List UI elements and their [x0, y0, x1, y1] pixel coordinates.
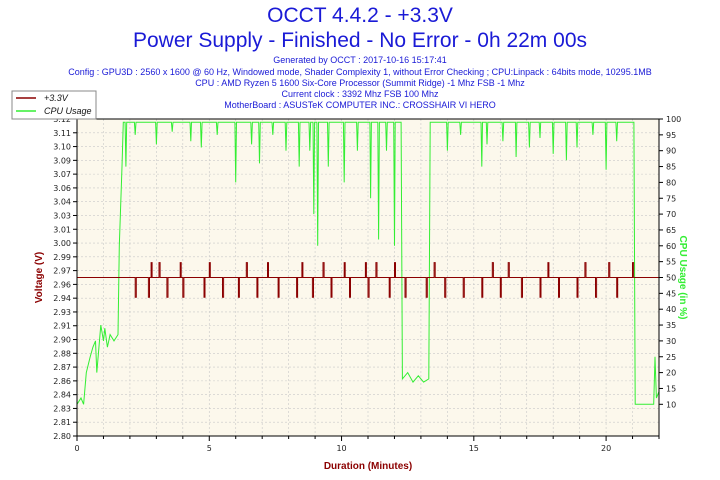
y-tick-label: 2.88 [53, 349, 71, 358]
y2-tick-label: 55 [666, 258, 676, 267]
y2-tick-label: 95 [666, 131, 676, 140]
plot-frame [76, 118, 660, 437]
y2-axis-ticks: 10 15 20 25 30 35 40 45 50 55 60 65 70 75 80 85 90 95 100 [659, 115, 681, 409]
y2-tick-label: 85 [666, 163, 676, 172]
y-tick-label: 2.84 [53, 391, 71, 400]
y2-tick-label: 40 [666, 305, 676, 314]
y-tick-label: 3.06 [53, 184, 71, 193]
y2-tick-label: 25 [666, 353, 676, 362]
y-tick-label: 2.80 [53, 432, 71, 441]
x-tick-label: 5 [207, 444, 212, 453]
y-tick-label: 3.04 [53, 198, 71, 207]
y-tick-label: 2.99 [53, 253, 71, 262]
y2-tick-label: 30 [666, 337, 676, 346]
legend-box [11, 90, 97, 120]
config-info: Config : GPU3D : 2560 x 1600 @ 60 Hz, Wi… [68, 67, 652, 77]
legend: +3.3V CPU Usage [11, 90, 97, 120]
y-tick-label: 3.07 [53, 170, 71, 179]
y2-tick-label: 20 [666, 369, 676, 378]
y-tick-label: 2.94 [53, 294, 71, 303]
chart-title: OCCT 4.4.2 - +3.3V [267, 4, 453, 27]
y2-tick-label: 75 [666, 194, 676, 203]
chart-subtitle: Power Supply - Finished - No Error - 0h … [132, 29, 587, 52]
y2-tick-label: 65 [666, 226, 676, 235]
x-tick-label: 15 [469, 444, 479, 453]
y-tick-label: 2.86 [53, 377, 71, 386]
motherboard-info: MotherBoard : ASUSTeK COMPUTER INC.: CRO… [224, 100, 496, 110]
y-tick-label: 2.83 [53, 404, 71, 413]
y2-tick-label: 15 [666, 384, 676, 393]
y-tick-label: 3.00 [53, 239, 71, 248]
y2-tick-label: 90 [666, 147, 676, 156]
y2-axis-label: CPU Usage (in %) [677, 236, 688, 320]
y-axis-label: Voltage (V) [34, 252, 45, 303]
y2-tick-label: 50 [666, 274, 676, 283]
cpu-usage-line [76, 121, 660, 405]
y2-tick-label: 35 [666, 321, 676, 330]
legend-label-cpu: CPU Usage [44, 106, 92, 116]
x-tick-label: 10 [336, 444, 346, 453]
y2-tick-label: 80 [666, 178, 676, 187]
generated-info: Generated by OCCT : 2017-10-16 15:17:41 [273, 55, 447, 65]
y-tick-label: 2.93 [53, 308, 71, 317]
y2-tick-label: 70 [666, 210, 676, 219]
legend-label-voltage: +3.3V [44, 93, 69, 103]
x-axis-label: Duration (Minutes) [324, 461, 412, 472]
y-tick-label: 3.09 [53, 156, 71, 165]
y-tick-label: 2.87 [53, 363, 71, 372]
y-tick-label: 2.90 [53, 336, 71, 345]
y2-tick-label: 10 [666, 400, 676, 409]
y2-tick-label: 60 [666, 242, 676, 251]
clock-info: Current clock : 3392 Mhz FSB 100 Mhz [281, 89, 439, 99]
y2-tick-label: 100 [666, 115, 681, 124]
x-tick-label: 0 [74, 444, 79, 453]
y-tick-label: 3.01 [53, 225, 71, 234]
y2-tick-label: 45 [666, 289, 676, 298]
cpu-info: CPU : AMD Ryzen 5 1600 Six-Core Processo… [195, 78, 525, 88]
y-tick-label: 2.97 [53, 267, 71, 276]
y-tick-label: 2.81 [53, 418, 71, 427]
x-tick-label: 20 [601, 444, 611, 453]
y-axis-ticks: 2.80 2.81 2.83 2.84 2.86 2.87 2.88 2.90 2.91 2.93… [53, 115, 77, 441]
y-tick-label: 2.91 [53, 322, 71, 331]
voltage-line [77, 262, 659, 298]
y-tick-label: 3.10 [53, 143, 71, 152]
y-tick-label: 3.03 [53, 211, 71, 220]
y-tick-label: 3.11 [53, 129, 71, 138]
x-axis-ticks: 0 5 10 15 20 [74, 436, 660, 453]
y-tick-label: 2.96 [53, 280, 71, 289]
